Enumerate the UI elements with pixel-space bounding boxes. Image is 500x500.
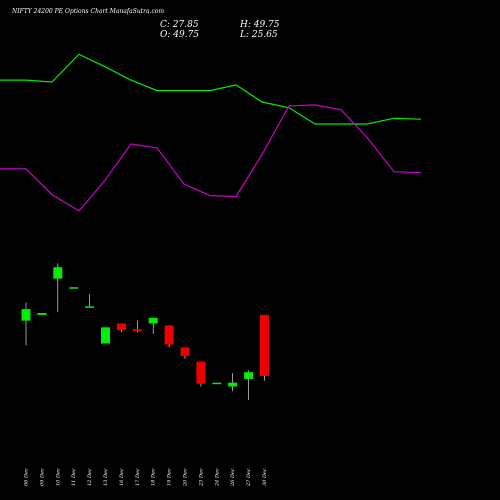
candle	[228, 373, 238, 392]
candle-body-up	[21, 309, 31, 321]
candle	[260, 314, 269, 381]
candle-body-up	[37, 313, 47, 315]
candle	[180, 347, 190, 359]
candle-body-down	[180, 347, 190, 356]
candle-body-down	[132, 329, 142, 332]
candle-body-down	[164, 325, 174, 345]
x-tick-label: 23 Dec	[198, 468, 204, 487]
candle-body-up	[53, 267, 63, 279]
candle	[164, 325, 174, 348]
candle	[244, 370, 254, 400]
upper-indicator-line	[0, 53, 422, 125]
x-axis-ticks: 06 Dec 09 Dec 10 Dec 11 Dec 12 Dec 13 Dec 16 D…	[24, 468, 269, 487]
candle-body-up	[85, 306, 95, 308]
candle	[212, 382, 222, 385]
candle-body-up	[212, 382, 222, 385]
x-tick-label: 13 Dec	[103, 468, 109, 486]
candle-body-down	[116, 323, 126, 331]
close-value: C: 27.85	[160, 20, 199, 30]
candle-body-up	[101, 327, 110, 344]
x-tick-label: 19 Dec	[167, 468, 173, 486]
candle	[21, 302, 31, 346]
candle	[85, 293, 95, 308]
lower-indicator-line	[0, 104, 422, 212]
high-value: H: 49.75	[239, 20, 280, 30]
x-tick-label: 20 Dec	[183, 468, 189, 487]
x-tick-label: 12 Dec	[87, 468, 93, 486]
x-tick-label: 27 Dec	[246, 468, 252, 487]
candle	[37, 313, 47, 315]
open-value: O: 49.75	[160, 30, 199, 40]
x-tick-label: 30 Dec	[262, 468, 268, 486]
candle-body-down	[196, 361, 206, 384]
x-tick-label: 10 Dec	[55, 468, 61, 486]
x-tick-label: 24 Dec	[214, 468, 220, 487]
chart-title: NIFTY 24200 PE Options Chart ManafaSutra…	[11, 8, 164, 15]
candle	[69, 287, 79, 289]
x-tick-label: 06 Dec	[24, 468, 30, 486]
candle-body-up	[244, 372, 254, 379]
candle-body-down	[260, 314, 269, 376]
indicator-lines	[0, 53, 422, 212]
candle-body-up	[148, 317, 158, 324]
x-tick-label: 16 Dec	[119, 468, 125, 486]
candle	[53, 263, 63, 313]
candles	[21, 263, 269, 400]
x-tick-label: 26 Dec	[230, 468, 236, 487]
candle	[148, 317, 158, 334]
x-tick-label: 17 Dec	[135, 468, 141, 486]
candle	[101, 327, 110, 344]
candle	[116, 323, 126, 333]
x-tick-label: 18 Dec	[151, 468, 157, 486]
candle-body-up	[228, 382, 238, 387]
low-value: L: 25.65	[239, 30, 278, 40]
candle	[132, 320, 142, 333]
x-tick-label: 11 Dec	[71, 468, 77, 486]
candle	[196, 361, 206, 387]
candle-body-up	[69, 287, 79, 289]
x-tick-label: 09 Dec	[39, 468, 45, 486]
